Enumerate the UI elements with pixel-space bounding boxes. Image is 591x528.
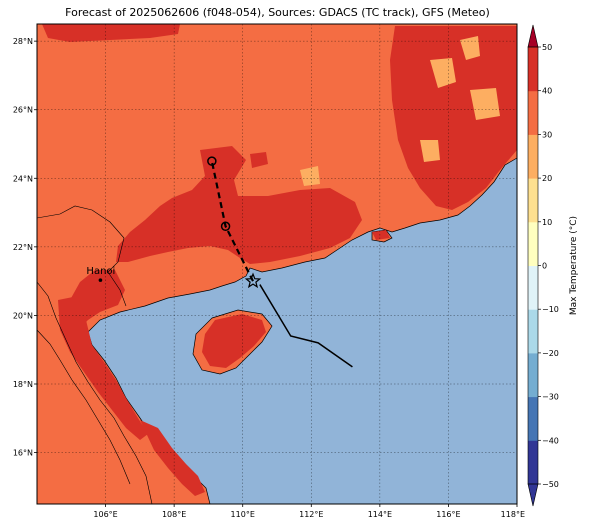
city-marker (98, 278, 103, 282)
colorbar-extend-max (527, 24, 539, 48)
lon-tick-label: 108°E (162, 510, 186, 519)
country-border (59, 359, 131, 485)
max-temperature-20-30-pockets (300, 36, 500, 186)
borders (37, 205, 153, 504)
colorbar-tick-label: 20 (542, 174, 552, 183)
lat-tick-label: 18°N (13, 380, 33, 389)
colorbar: −50 −40 −30 −20 −10 0 10 20 30 40 50 Max Temperatur… (527, 24, 579, 507)
lat-tick-label: 26°N (13, 106, 33, 115)
colorbar-label: Max Temperature (°C) (569, 216, 579, 315)
lat-tick-label: 22°N (13, 243, 33, 252)
lon-tick-label: 118°E (501, 510, 525, 519)
colorbar-bin (528, 352, 538, 398)
colorbar-bin (528, 265, 538, 310)
country-border (37, 329, 61, 361)
colorbar-bin (528, 440, 538, 485)
lon-tick-label: 110°E (231, 510, 255, 519)
observed-track-line (259, 284, 353, 368)
max-temperature-40-50-regions (42, 24, 517, 496)
lon-tick-label: 106°E (93, 510, 117, 519)
colorbar-bin (528, 396, 538, 441)
lat-tick-label: 28°N (13, 37, 33, 46)
lat-tick-label: 24°N (13, 174, 33, 183)
colorbar-bin (528, 221, 538, 266)
colorbar-tick-label: −30 (542, 393, 559, 402)
colorbar-tick-label: −50 (542, 480, 559, 489)
colorbar-tick-label: 0 (542, 262, 547, 271)
colorbar-tick-label: −10 (542, 305, 559, 314)
city-label: Hanoi (86, 266, 115, 277)
axis-ticks: 16°N 18°N 20°N 22°N 24°N 26°N 28°N 106°E 108°E 11… (13, 37, 525, 519)
map-frame (36, 23, 518, 505)
colorbar-tick-label: 50 (542, 43, 552, 52)
country-border (107, 271, 127, 307)
lon-tick-label: 112°E (299, 510, 323, 519)
lon-tick-label: 114°E (368, 510, 392, 519)
colorbar-extend-min (527, 483, 539, 507)
colorbar-bin (528, 90, 538, 135)
gridlines (37, 24, 517, 504)
country-border (37, 205, 125, 273)
forecast-point (220, 221, 231, 232)
storm-position-star (244, 272, 262, 289)
lon-tick-label: 116°E (436, 510, 460, 519)
colorbar-tick-label: 30 (542, 130, 552, 139)
colorbar-bin (528, 309, 538, 354)
colorbar-bin (528, 134, 538, 179)
colorbar-bin (528, 47, 538, 92)
colorbar-tick-label: −20 (542, 349, 559, 358)
forecast-track-line (210, 160, 254, 282)
cyclone-track (207, 156, 353, 368)
lat-tick-label: 20°N (13, 311, 33, 320)
map-title: Forecast of 2025062606 (f048-054), Sourc… (65, 6, 490, 19)
forecast-point (207, 156, 217, 166)
colorbar-bin (528, 178, 538, 223)
colorbar-tick-label: 10 (542, 218, 552, 227)
colorbar-tick-label: 40 (542, 87, 552, 96)
country-border (37, 281, 153, 504)
cities: Hanoi (86, 266, 115, 282)
lat-tick-label: 16°N (13, 449, 33, 458)
map-area: Hanoi (37, 24, 517, 504)
colorbar-tick-label: −40 (542, 436, 559, 445)
